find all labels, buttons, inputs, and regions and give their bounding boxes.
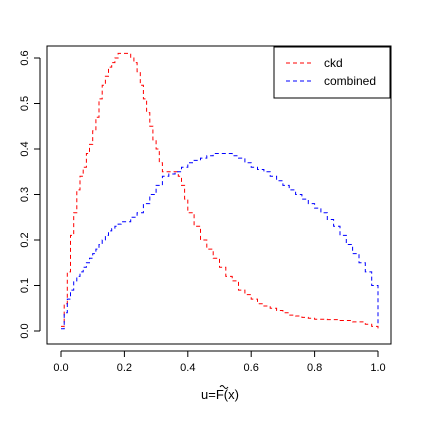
x-axis-label-symbol: F [216,387,224,402]
x-tick-label: 0.2 [117,362,132,374]
x-tick-label: 0.0 [53,362,68,374]
x-axis-label: u=F(x) [201,387,239,402]
legend: ckd combined [273,46,391,99]
y-tick-label: 0.1 [19,278,31,293]
y-tick-label: 0.0 [19,323,31,338]
tilde-mark [219,385,229,389]
x-tick-label: 0.8 [307,362,322,374]
x-tick-label: 1.0 [370,362,385,374]
series-line-combined [61,153,379,330]
x-axis-label-suffix: (x) [224,387,239,402]
y-tick-label: 0.2 [19,232,31,247]
legend-label-combined: combined [324,74,376,88]
y-tick-label: 0.3 [19,187,31,202]
series-line-ckd [61,52,379,329]
legend-label-ckd: ckd [324,56,343,70]
y-tick-label: 0.5 [19,96,31,111]
x-axis-label-prefix: u= [201,387,216,402]
y-axis: 0.0 0.1 0.2 0.3 0.4 0.5 0.6 [19,50,41,339]
legend-box [273,46,391,99]
x-tick-label: 0.6 [244,362,259,374]
y-tick-label: 0.4 [19,141,31,156]
series-layer [61,52,379,330]
y-tick-label: 0.6 [19,50,31,65]
x-tick-label: 0.4 [180,362,195,374]
x-axis: 0.0 0.2 0.4 0.6 0.8 1.0 [53,350,386,374]
plot-frame [46,45,392,345]
